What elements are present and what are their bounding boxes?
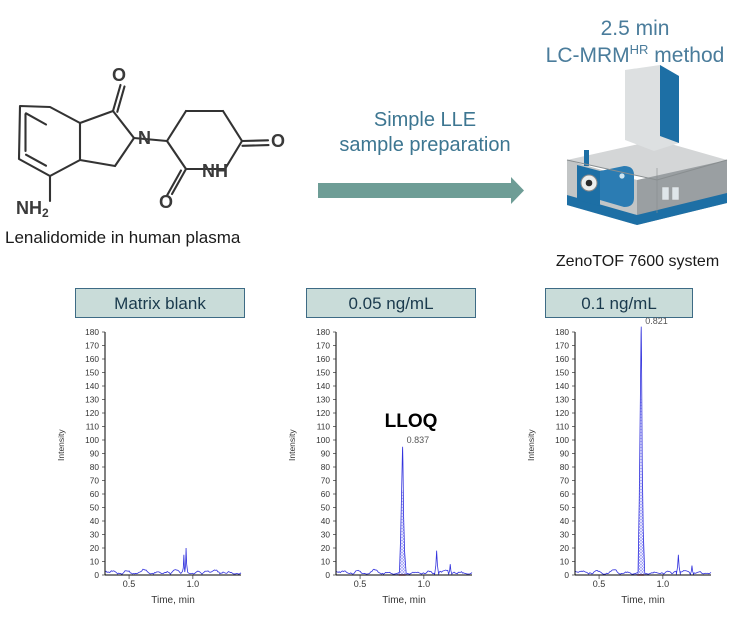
svg-text:40: 40 [90, 516, 100, 526]
svg-text:40: 40 [560, 516, 570, 526]
svg-text:20: 20 [321, 543, 331, 553]
svg-text:O: O [271, 131, 285, 151]
svg-text:140: 140 [316, 381, 330, 391]
svg-text:50: 50 [90, 503, 100, 513]
svg-text:90: 90 [321, 449, 331, 459]
svg-text:160: 160 [85, 354, 99, 364]
svg-text:130: 130 [555, 395, 569, 405]
svg-text:0: 0 [325, 570, 330, 580]
svg-text:80: 80 [560, 462, 570, 472]
svg-text:10: 10 [560, 557, 570, 567]
svg-text:100: 100 [555, 435, 569, 445]
svg-text:20: 20 [560, 543, 570, 553]
svg-text:70: 70 [560, 476, 570, 486]
svg-text:NH2: NH2 [16, 198, 49, 220]
svg-text:1.0: 1.0 [657, 579, 670, 589]
svg-text:160: 160 [316, 354, 330, 364]
svg-text:170: 170 [555, 341, 569, 351]
svg-text:30: 30 [560, 530, 570, 540]
svg-text:0.837: 0.837 [407, 435, 430, 445]
svg-text:O: O [159, 192, 173, 212]
svg-text:1.0: 1.0 [418, 579, 431, 589]
svg-text:30: 30 [321, 530, 331, 540]
svg-text:80: 80 [90, 462, 100, 472]
svg-text:50: 50 [321, 503, 331, 513]
svg-text:180: 180 [555, 327, 569, 337]
svg-text:70: 70 [321, 476, 331, 486]
svg-text:180: 180 [85, 327, 99, 337]
svg-text:10: 10 [321, 557, 331, 567]
svg-text:110: 110 [556, 422, 570, 432]
svg-text:0: 0 [94, 570, 99, 580]
svg-text:0: 0 [564, 570, 569, 580]
svg-text:90: 90 [560, 449, 570, 459]
svg-text:120: 120 [85, 408, 99, 418]
svg-text:0.5: 0.5 [593, 579, 606, 589]
svg-text:LLOQ: LLOQ [385, 411, 438, 432]
svg-text:150: 150 [85, 368, 99, 378]
svg-text:110: 110 [317, 422, 331, 432]
svg-text:NH: NH [202, 161, 228, 181]
svg-text:180: 180 [316, 327, 330, 337]
svg-text:100: 100 [85, 435, 99, 445]
svg-text:0.5: 0.5 [123, 579, 136, 589]
svg-text:130: 130 [316, 395, 330, 405]
svg-text:110: 110 [86, 422, 100, 432]
svg-text:150: 150 [316, 368, 330, 378]
svg-text:N: N [138, 128, 151, 148]
svg-text:50: 50 [560, 503, 570, 513]
svg-text:60: 60 [90, 489, 100, 499]
svg-text:40: 40 [321, 516, 331, 526]
svg-text:170: 170 [85, 341, 99, 351]
svg-text:20: 20 [90, 543, 100, 553]
svg-text:160: 160 [555, 354, 569, 364]
svg-text:140: 140 [555, 381, 569, 391]
svg-text:O: O [112, 65, 126, 85]
svg-text:30: 30 [90, 530, 100, 540]
svg-text:120: 120 [316, 408, 330, 418]
svg-text:0.821: 0.821 [645, 316, 668, 326]
svg-text:60: 60 [321, 489, 331, 499]
svg-text:170: 170 [316, 341, 330, 351]
svg-text:80: 80 [321, 462, 331, 472]
svg-text:10: 10 [90, 557, 100, 567]
svg-text:150: 150 [555, 368, 569, 378]
svg-text:90: 90 [90, 449, 100, 459]
svg-text:100: 100 [316, 435, 330, 445]
svg-text:130: 130 [85, 395, 99, 405]
svg-text:60: 60 [560, 489, 570, 499]
svg-text:70: 70 [90, 476, 100, 486]
svg-text:0.5: 0.5 [354, 579, 367, 589]
svg-text:120: 120 [555, 408, 569, 418]
svg-text:1.0: 1.0 [187, 579, 200, 589]
svg-text:140: 140 [85, 381, 99, 391]
